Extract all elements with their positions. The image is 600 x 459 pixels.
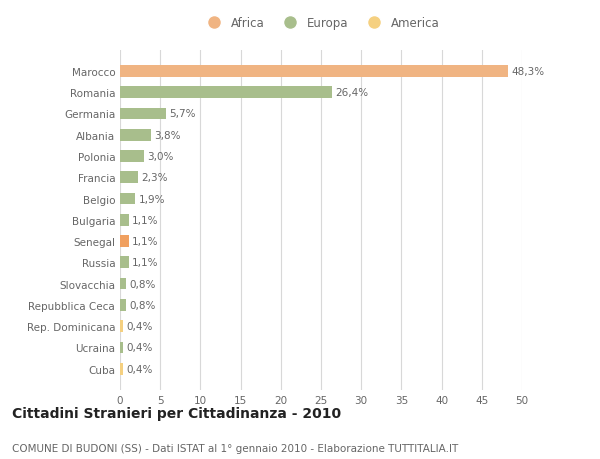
Bar <box>120 342 123 353</box>
Text: 26,4%: 26,4% <box>335 88 368 98</box>
Text: 0,8%: 0,8% <box>130 300 156 310</box>
Text: 3,0%: 3,0% <box>148 151 174 162</box>
Text: 0,4%: 0,4% <box>127 343 153 353</box>
Bar <box>120 363 123 375</box>
Text: 0,4%: 0,4% <box>127 364 153 374</box>
Text: 1,1%: 1,1% <box>132 236 158 246</box>
Bar <box>120 257 129 269</box>
Text: 2,3%: 2,3% <box>142 173 168 183</box>
Text: 1,1%: 1,1% <box>132 258 158 268</box>
Text: Cittadini Stranieri per Cittadinanza - 2010: Cittadini Stranieri per Cittadinanza - 2… <box>12 406 341 420</box>
Text: 1,1%: 1,1% <box>132 215 158 225</box>
Bar <box>120 151 144 162</box>
Bar <box>120 193 135 205</box>
Text: 5,7%: 5,7% <box>169 109 196 119</box>
Bar <box>120 172 139 184</box>
Legend: Africa, Europa, America: Africa, Europa, America <box>197 12 445 34</box>
Bar <box>120 320 123 332</box>
Bar <box>120 236 129 247</box>
Text: 0,8%: 0,8% <box>130 279 156 289</box>
Bar <box>120 299 127 311</box>
Text: COMUNE DI BUDONI (SS) - Dati ISTAT al 1° gennaio 2010 - Elaborazione TUTTITALIA.: COMUNE DI BUDONI (SS) - Dati ISTAT al 1°… <box>12 443 458 453</box>
Text: 48,3%: 48,3% <box>512 67 545 77</box>
Bar <box>120 108 166 120</box>
Bar <box>120 87 332 99</box>
Text: 0,4%: 0,4% <box>127 321 153 331</box>
Bar <box>120 278 127 290</box>
Text: 1,9%: 1,9% <box>139 194 165 204</box>
Bar <box>120 129 151 141</box>
Text: 3,8%: 3,8% <box>154 130 180 140</box>
Bar <box>120 66 508 78</box>
Bar <box>120 214 129 226</box>
